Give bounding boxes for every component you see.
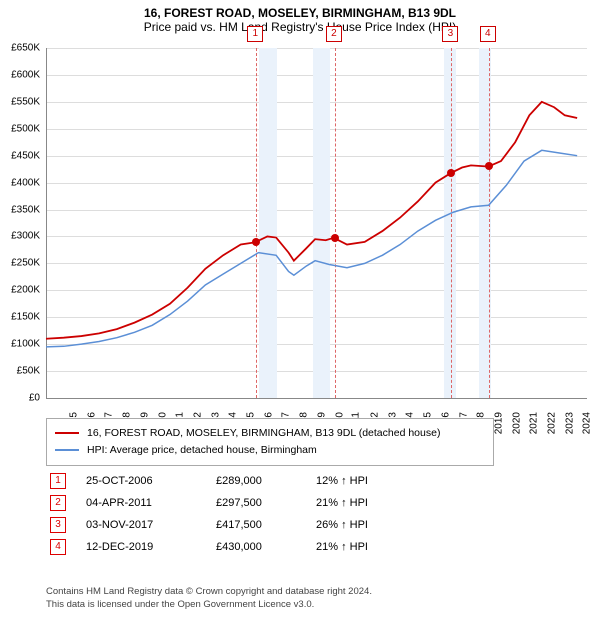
- sale-price: £289,000: [216, 475, 296, 487]
- y-tick-label: £100K: [0, 339, 40, 350]
- sale-marker: 2: [326, 26, 342, 42]
- sale-date: 04-APR-2011: [86, 497, 196, 509]
- footer-line1: Contains HM Land Registry data © Crown c…: [46, 586, 546, 599]
- sale-delta: 21% ↑ HPI: [316, 541, 436, 553]
- x-tick-label: 2019: [493, 412, 504, 434]
- sale-date: 25-OCT-2006: [86, 475, 196, 487]
- sale-marker: 1: [247, 26, 263, 42]
- x-tick-label: 2021: [529, 412, 540, 434]
- sales-row: 3 03-NOV-2017 £417,500 26% ↑ HPI: [46, 514, 476, 536]
- sales-table: 1 25-OCT-2006 £289,000 12% ↑ HPI 2 04-APR-201…: [46, 470, 476, 558]
- page-subtitle: Price paid vs. HM Land Registry's House …: [0, 20, 600, 34]
- footer: Contains HM Land Registry data © Crown c…: [46, 586, 546, 612]
- sale-date: 12-DEC-2019: [86, 541, 196, 553]
- y-tick-label: £200K: [0, 285, 40, 296]
- sale-marker: 4: [480, 26, 496, 42]
- series-hpi: [46, 150, 577, 347]
- legend-swatch-hpi: [55, 449, 79, 451]
- legend-swatch-property: [55, 432, 79, 434]
- sale-delta: 12% ↑ HPI: [316, 475, 436, 487]
- sale-price: £417,500: [216, 519, 296, 531]
- y-tick-label: £300K: [0, 231, 40, 242]
- legend-label-hpi: HPI: Average price, detached house, Birm…: [87, 442, 317, 459]
- sale-marker-icon: 2: [50, 495, 66, 511]
- series-property: [46, 102, 577, 339]
- sale-date: 03-NOV-2017: [86, 519, 196, 531]
- x-tick-label: 2020: [511, 412, 522, 434]
- sale-marker-icon: 1: [50, 473, 66, 489]
- y-tick-label: £150K: [0, 312, 40, 323]
- sales-row: 4 12-DEC-2019 £430,000 21% ↑ HPI: [46, 536, 476, 558]
- y-tick-label: £450K: [0, 150, 40, 161]
- sale-delta: 26% ↑ HPI: [316, 519, 436, 531]
- y-tick-label: £250K: [0, 258, 40, 269]
- x-tick-label: 2023: [564, 412, 575, 434]
- y-tick-label: £600K: [0, 69, 40, 80]
- sales-row: 1 25-OCT-2006 £289,000 12% ↑ HPI: [46, 470, 476, 492]
- sale-marker: 3: [442, 26, 458, 42]
- sale-price: £430,000: [216, 541, 296, 553]
- legend: 16, FOREST ROAD, MOSELEY, BIRMINGHAM, B1…: [46, 418, 494, 466]
- y-tick-label: £500K: [0, 123, 40, 134]
- footer-line2: This data is licensed under the Open Gov…: [46, 599, 546, 612]
- sales-row: 2 04-APR-2011 £297,500 21% ↑ HPI: [46, 492, 476, 514]
- x-tick-label: 2024: [582, 412, 593, 434]
- sale-price: £297,500: [216, 497, 296, 509]
- sale-marker-icon: 4: [50, 539, 66, 555]
- y-tick-label: £0: [0, 393, 40, 404]
- y-tick-label: £400K: [0, 177, 40, 188]
- price-chart: £0£50K£100K£150K£200K£250K£300K£350K£400…: [46, 48, 586, 398]
- y-tick-label: £550K: [0, 96, 40, 107]
- legend-label-property: 16, FOREST ROAD, MOSELEY, BIRMINGHAM, B1…: [87, 425, 440, 442]
- y-tick-label: £350K: [0, 204, 40, 215]
- y-tick-label: £50K: [0, 366, 40, 377]
- sale-delta: 21% ↑ HPI: [316, 497, 436, 509]
- sale-marker-icon: 3: [50, 517, 66, 533]
- page-title: 16, FOREST ROAD, MOSELEY, BIRMINGHAM, B1…: [0, 6, 600, 20]
- y-tick-label: £650K: [0, 43, 40, 54]
- x-tick-label: 2022: [546, 412, 557, 434]
